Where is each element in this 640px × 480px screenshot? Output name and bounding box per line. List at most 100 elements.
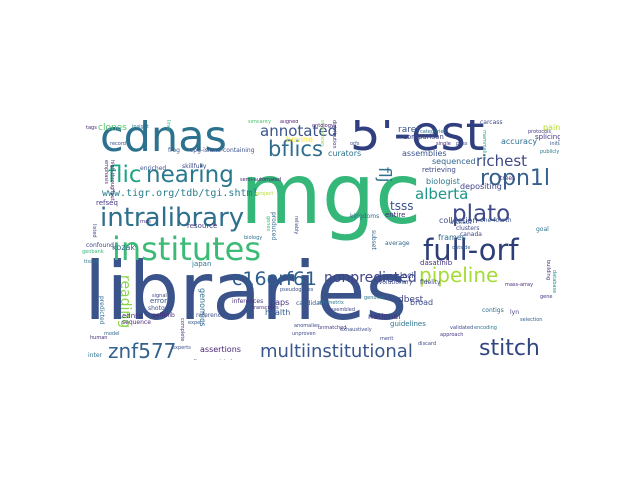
word-depositing: depositing — [460, 182, 502, 191]
word-anomalies: anomalies — [294, 323, 320, 329]
word-tsss: tsss — [390, 199, 414, 213]
word-genome: genome — [364, 295, 385, 301]
word-publicly: publicly — [540, 149, 560, 155]
word-similarity: similarity — [248, 120, 272, 125]
word-distribution: distribution — [331, 120, 337, 149]
word-kingdoms: kingdoms — [350, 213, 380, 220]
word-mammalian: mammalian — [481, 130, 487, 160]
word-assertions: assertions — [200, 345, 241, 354]
word-sequence: sequence — [122, 319, 151, 326]
word-bflics: bflics — [268, 137, 323, 161]
word-geftinib: geftinib — [152, 312, 175, 319]
word-nearing: nearing — [146, 162, 234, 188]
word-tags: tags — [86, 125, 97, 131]
word-rnas: rnas — [140, 219, 151, 225]
word-encoding: encoding — [474, 325, 497, 331]
word-reference: reference — [196, 312, 225, 319]
word-unproven: unproven — [292, 331, 316, 337]
word-pipeline: pipeline — [419, 263, 499, 287]
word-cdnas: cdnas — [100, 120, 227, 162]
word-bovine: bovine — [286, 135, 313, 144]
word-national: national — [368, 312, 401, 321]
word-fidelity: fidelity — [420, 279, 441, 286]
word-approach: approach — [440, 332, 464, 338]
word-average: average — [385, 240, 410, 247]
word-subset: subset — [370, 230, 377, 250]
word-goal: goal — [536, 226, 549, 233]
word-pseudogenes: pseudogenes — [280, 287, 314, 293]
word-accuracy: accuracy — [501, 137, 538, 146]
word-paint: paint — [543, 123, 560, 132]
word-tissue: tissue — [84, 259, 99, 265]
word-listed: listed — [91, 224, 97, 238]
word-aligned: aligned — [280, 120, 299, 125]
word-5est: 5'-est — [350, 120, 485, 162]
word-flic: flic — [108, 162, 142, 188]
word-highthroughput: high-throughput — [109, 160, 115, 201]
word-entire: entire — [385, 211, 406, 219]
word-ontology: ontology — [312, 123, 334, 129]
word-clusters: clusters — [456, 225, 480, 232]
word-inter: inter — [88, 352, 102, 359]
word-trees: trees — [500, 175, 516, 182]
word-experts: experts — [172, 345, 191, 351]
word-validated: validated — [450, 325, 474, 331]
word-intralibrary: intralibrary — [100, 203, 245, 233]
word-predicted: predicted — [98, 296, 105, 325]
word-record: record — [110, 141, 126, 147]
word-cpg: cpg-island-containing — [190, 147, 255, 154]
word-exhaustively: exhaustively — [340, 327, 372, 333]
word-stitch: stitch — [479, 336, 540, 360]
word-japan: japan — [192, 260, 212, 268]
word-lyn: lyn — [510, 309, 520, 316]
word-url: www.tigr.org/tdb/tgi.shtml — [102, 188, 259, 199]
word-paps: paps — [270, 298, 290, 307]
word-transcripts: transcripts — [252, 305, 279, 311]
word-enriched: enriched — [140, 165, 167, 172]
word-broad: broad — [410, 298, 434, 307]
word-onefourth: one-fourth — [480, 217, 512, 224]
word-plato: plato — [452, 201, 511, 227]
word-znf577: znf577 — [108, 339, 177, 360]
word-splicing: splicing — [535, 133, 560, 141]
word-candidate: candidate — [296, 300, 326, 307]
word-project: project — [256, 191, 274, 197]
word-clones: clones — [98, 123, 127, 133]
word-massarray: mass-array — [505, 282, 534, 288]
word-evolutionary: evolutionary — [375, 279, 413, 286]
word-dasatinib: dasatinib — [420, 259, 453, 267]
word-expert: expert — [188, 320, 205, 326]
word-emphasis: emphasis — [103, 160, 109, 184]
word-unmatched: unmatched — [318, 325, 347, 331]
word-collection: collection — [439, 216, 478, 225]
word-ropn1l: ropn1l — [480, 166, 551, 191]
word-human: human — [90, 335, 108, 341]
word-rarer: rarer — [398, 125, 420, 135]
word-resource: resource — [187, 222, 218, 230]
word-c16orf61: c16orf61 — [232, 268, 317, 290]
word-dbest: dbest — [398, 295, 424, 305]
word-categories: categories — [420, 129, 447, 135]
word-sequenced: sequenced — [432, 157, 476, 166]
word-gene: gene — [540, 294, 553, 300]
word-lines: lines — [165, 120, 171, 132]
word-cloud: libraries mgc cdnas 5'-est institutes fu… — [80, 120, 560, 360]
word-fullorf: full-orf — [423, 233, 519, 267]
word-assemblies: assemblies — [402, 149, 447, 158]
word-multiinstitutional: multiinstitutional — [260, 341, 413, 361]
word-model: model — [104, 331, 120, 337]
word-biology: biology — [244, 235, 263, 241]
word-selection: selection — [520, 317, 543, 323]
word-genes: genes — [265, 216, 271, 232]
word-outside: outside — [452, 245, 471, 251]
word-discard: discard — [418, 341, 437, 347]
word-refseq: refseq — [96, 199, 118, 207]
word-alberta: alberta — [415, 185, 469, 203]
word-loci: loci — [400, 271, 414, 280]
word-flj: flj — [374, 167, 394, 183]
word-biologist: biologist — [426, 177, 460, 186]
word-semiautomated: semi-automated — [240, 177, 282, 183]
word-guidelines: guidelines — [390, 320, 426, 328]
word-mgc: mgc — [240, 145, 422, 243]
word-carcass: carcass — [480, 120, 503, 126]
